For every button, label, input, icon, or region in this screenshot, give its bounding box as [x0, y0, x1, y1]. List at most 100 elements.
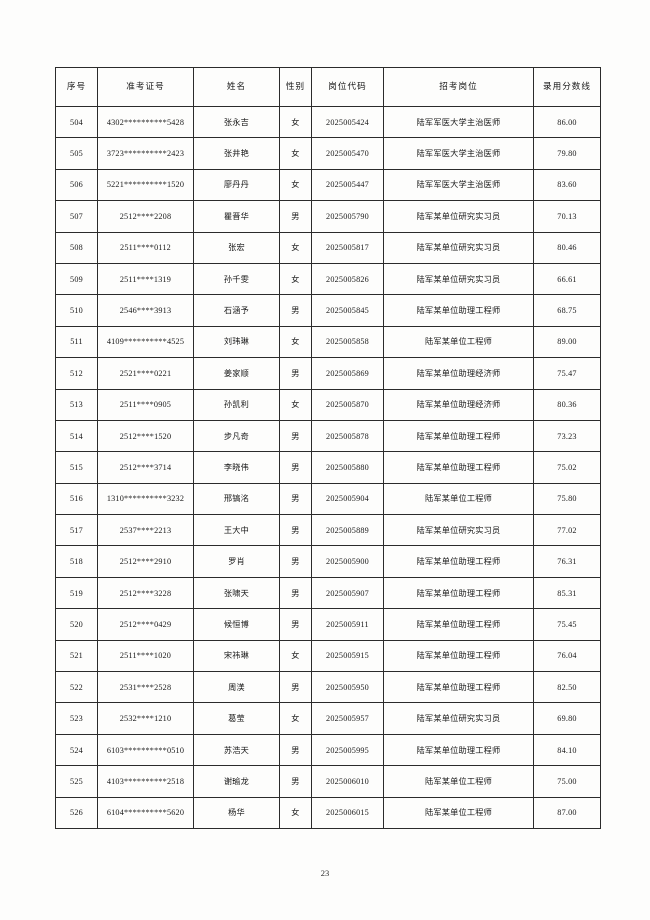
cell-name: 邢镐洺	[193, 482, 280, 516]
cell-poscode: 2025005790	[311, 200, 384, 233]
table-row: 509 2511****1319 孙千雯女 2025005826 陆军某单位研究实习员 6…	[55, 262, 601, 296]
cell-gender: 男	[279, 608, 312, 641]
cell-poscode: 2025005858	[311, 325, 384, 359]
cell-admit: 2512****2910	[97, 545, 194, 578]
cell-poscode: 2025006010	[311, 765, 384, 798]
cell-poscode: 2025005845	[311, 294, 384, 327]
cell-admit: 2531****2528	[97, 671, 194, 704]
cell-seq: 508	[55, 231, 98, 264]
cell-name: 步凡奇	[193, 419, 280, 453]
table-row: 507 2512****2208 瞿晋华男 2025005790 陆军某单位研究实习员 7…	[55, 200, 601, 233]
cell-score: 79.80	[533, 137, 601, 170]
cell-poscode: 2025005904	[311, 482, 384, 516]
cell-name: 张井艳	[193, 137, 280, 170]
cell-name: 张宏	[193, 231, 280, 264]
cell-score: 75.80	[533, 482, 601, 516]
table-row: 512 2521****0221 姜家顺男 2025005869 陆军某单位助理经济师 7…	[55, 357, 601, 390]
cell-admit: 2511****1020	[97, 639, 194, 673]
column-header-position-code: 岗位代码	[311, 67, 384, 107]
cell-poscode: 2025005915	[311, 639, 384, 673]
cell-name: 王大中	[193, 514, 280, 547]
cell-posname: 陆军某单位助理工程师	[383, 545, 534, 578]
table-row: 506 5221**********1520 廖丹丹女 2025005447 陆军军医大…	[55, 168, 601, 202]
cell-score: 75.45	[533, 608, 601, 641]
cell-gender: 男	[279, 576, 312, 610]
cell-name: 候恒博	[193, 608, 280, 641]
column-header-admit-ticket: 准考证号	[97, 67, 194, 107]
cell-seq: 511	[55, 325, 98, 359]
cell-admit: 2512****1520	[97, 419, 194, 453]
table-row: 520 2512****0429 候恒博男 2025005911 陆军某单位助理工程师 7…	[55, 608, 601, 641]
cell-name: 石涵予	[193, 294, 280, 327]
cell-poscode: 2025005470	[311, 137, 384, 170]
table-row: 510 2546****3913 石涵予男 2025005845 陆军某单位助理工程师 6…	[55, 294, 601, 327]
cell-score: 86.00	[533, 105, 601, 139]
table-row: 516 1310**********3232 邢镐洺男 2025005904 陆军某单位…	[55, 482, 601, 516]
cell-seq: 519	[55, 576, 98, 610]
cell-poscode: 2025005880	[311, 451, 384, 484]
cell-score: 68.75	[533, 294, 601, 327]
cell-name: 周渼	[193, 671, 280, 704]
table-row: 522 2531****2528 周渼男 2025005950 陆军某单位助理工程师 82…	[55, 671, 601, 704]
cell-name: 谢瑜龙	[193, 765, 280, 798]
cell-gender: 男	[279, 357, 312, 390]
cell-score: 84.10	[533, 733, 601, 767]
cell-poscode: 2025005878	[311, 419, 384, 453]
table-row: 511 4109**********4525 刘玮琳女 2025005858 陆军某单位…	[55, 325, 601, 359]
cell-seq: 516	[55, 482, 98, 516]
cell-poscode: 2025005424	[311, 105, 384, 139]
table-row: 525 4103**********2518 谢瑜龙男 2025006010 陆军某单位…	[55, 765, 601, 798]
cell-posname: 陆军某单位助理经济师	[383, 388, 534, 421]
cell-posname: 陆军某单位研究实习员	[383, 262, 534, 296]
cell-name: 孙千雯	[193, 262, 280, 296]
cell-seq: 510	[55, 294, 98, 327]
cell-score: 82.50	[533, 671, 601, 704]
cell-score: 75.00	[533, 765, 601, 798]
cell-posname: 陆军某单位助理工程师	[383, 671, 534, 704]
cell-seq: 512	[55, 357, 98, 390]
cell-name: 宋祎琳	[193, 639, 280, 673]
column-header-score-line: 录用分数线	[533, 67, 601, 107]
cell-score: 75.47	[533, 357, 601, 390]
cell-score: 76.31	[533, 545, 601, 578]
cell-seq: 522	[55, 671, 98, 704]
page-number: 23	[320, 868, 330, 878]
cell-poscode: 2025005900	[311, 545, 384, 578]
cell-poscode: 2025005957	[311, 702, 384, 735]
cell-admit: 2512****3228	[97, 576, 194, 610]
recruitment-results-table-container: 序号 准考证号 姓名 性别 岗位代码 招考岗位 录用分数线 504 4302***…	[55, 67, 601, 829]
cell-admit: 2511****1319	[97, 262, 194, 296]
cell-posname: 陆军某单位工程师	[383, 325, 534, 359]
table-row: 517 2537****2213 王大中男 2025005889 陆军某单位研究实习员 7…	[55, 514, 601, 547]
cell-admit: 2521****0221	[97, 357, 194, 390]
cell-gender: 女	[279, 262, 312, 296]
cell-score: 89.00	[533, 325, 601, 359]
cell-admit: 2511****0905	[97, 388, 194, 421]
cell-posname: 陆军军医大学主治医师	[383, 105, 534, 139]
cell-gender: 女	[279, 325, 312, 359]
cell-gender: 女	[279, 388, 312, 421]
cell-name: 杨华	[193, 796, 280, 829]
cell-poscode: 2025005870	[311, 388, 384, 421]
cell-score: 70.13	[533, 200, 601, 233]
cell-posname: 陆军某单位助理工程师	[383, 451, 534, 484]
cell-seq: 523	[55, 702, 98, 735]
table-row: 524 6103**********0510 苏浩天男 2025005995 陆军某单位…	[55, 733, 601, 767]
cell-posname: 陆军军医大学主治医师	[383, 137, 534, 170]
cell-name: 孙凯利	[193, 388, 280, 421]
table-row: 508 2511****0112 张宏女 2025005817 陆军某单位研究实习员 80…	[55, 231, 601, 264]
cell-seq: 524	[55, 733, 98, 767]
table-row: 514 2512****1520 步凡奇男 2025005878 陆军某单位助理工程师 7…	[55, 419, 601, 453]
cell-score: 77.02	[533, 514, 601, 547]
cell-admit: 2512****0429	[97, 608, 194, 641]
cell-gender: 女	[279, 231, 312, 264]
cell-seq: 517	[55, 514, 98, 547]
table-row: 504 4302**********5428 张永吉女 2025005424 陆军军医大…	[55, 105, 601, 139]
cell-gender: 男	[279, 545, 312, 578]
cell-name: 张永吉	[193, 105, 280, 139]
cell-name: 李晓伟	[193, 451, 280, 484]
cell-admit: 6104**********5620	[97, 796, 194, 829]
table-header: 序号 准考证号 姓名 性别 岗位代码 招考岗位 录用分数线	[55, 67, 601, 107]
table-row: 513 2511****0905 孙凯利女 2025005870 陆军某单位助理经济师 8…	[55, 388, 601, 421]
cell-gender: 女	[279, 105, 312, 139]
